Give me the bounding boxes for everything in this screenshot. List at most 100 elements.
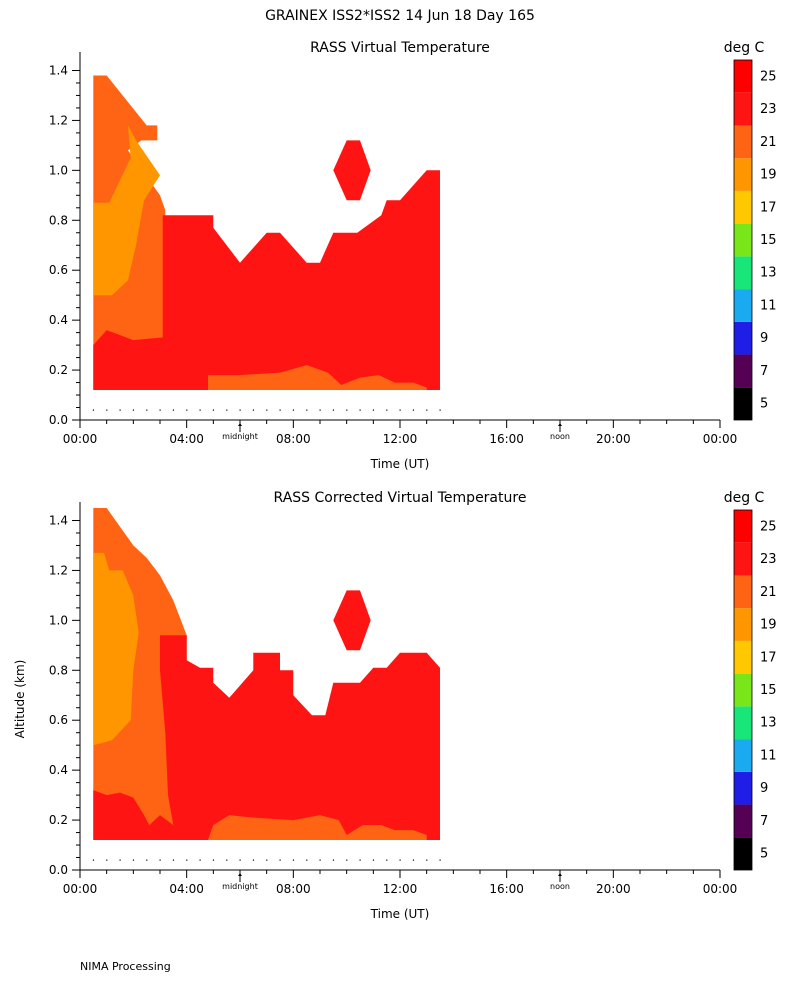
time-marker-noon: noon (550, 882, 570, 891)
x-tick-label: 00:00 (703, 432, 738, 446)
y-tick-label: 0.8 (49, 663, 68, 677)
sample-dot (332, 859, 335, 861)
time-marker-midnight: midnight (222, 882, 258, 891)
time-marker-noon: noon (550, 432, 570, 441)
time-marker-arrow (238, 423, 242, 426)
sample-dot (319, 409, 321, 411)
colorbar-bin (734, 542, 752, 576)
colorbar-unit: deg C (724, 490, 765, 506)
colorbar-bin (734, 673, 752, 707)
sample-dot (146, 409, 148, 411)
time-marker-arrow (558, 423, 562, 426)
sample-dot (292, 859, 295, 861)
footer-text: NIMA Processing (80, 960, 171, 973)
colorbar-bin (734, 387, 752, 420)
x-tick-label: 08:00 (276, 432, 311, 446)
sample-dot (426, 409, 428, 411)
sample-dot (159, 859, 161, 861)
colorbar-label: 13 (760, 716, 777, 731)
time-marker-arrow (558, 873, 562, 876)
sample-dot (92, 859, 95, 861)
sample-dot (386, 859, 388, 861)
sample-dot (159, 409, 161, 411)
sample-dot (386, 409, 388, 411)
sample-dot (346, 859, 348, 861)
sample-dot (106, 409, 108, 411)
x-tick-label: 04:00 (169, 432, 204, 446)
sample-dot (119, 409, 121, 411)
x-axis-label: Time (UT) (370, 907, 430, 921)
sample-dot (399, 859, 401, 861)
sample-dot (412, 409, 415, 411)
sample-dot (279, 409, 281, 411)
sample-dot (146, 859, 148, 861)
colorbar-label: 21 (760, 135, 777, 150)
contour-region-19-21 (93, 125, 160, 296)
colorbar-top: 5 7 9 11 13 15 17 19 21 23 25 deg C (724, 40, 777, 421)
time-marker-midnight: midnight (222, 432, 258, 441)
sample-dot (172, 409, 175, 411)
colorbar-bin (734, 256, 752, 290)
colorbar-bin (734, 190, 752, 224)
sample-dot (239, 859, 241, 861)
colorbar-bottom: 5 7 9 11 13 15 17 19 21 23 25 deg C (724, 490, 777, 871)
contour-region-21-23 (208, 815, 427, 840)
colorbar-frame (733, 509, 753, 871)
chart-title: RASS Corrected Virtual Temperature (274, 490, 527, 506)
sample-dot (439, 859, 441, 861)
sample-dot (266, 409, 268, 411)
y-tick-label: 1.0 (49, 613, 68, 627)
colorbar-label: 9 (760, 781, 768, 796)
colorbar-frame (733, 59, 753, 421)
colorbar-bin (734, 60, 752, 93)
colorbar-label: 11 (760, 748, 777, 763)
colorbar-bin (734, 125, 752, 159)
colorbar-unit: deg C (724, 40, 765, 56)
x-tick-label: 16:00 (489, 432, 524, 446)
colorbar-label: 5 (760, 397, 768, 412)
y-tick-label: 0.6 (49, 263, 68, 277)
figure-title: GRAINEX ISS2*ISS2 14 Jun 18 Day 165 (265, 8, 535, 24)
chart-bottom: 0.0 0.2 0.4 0.6 0.8 1.0 1.2 1.4 00:00 04:00 08:00 1… (13, 490, 777, 921)
sample-dot (266, 859, 268, 861)
colorbar-label: 17 (760, 200, 777, 215)
y-tick-label: 1.0 (49, 163, 68, 177)
colorbar-bin (734, 837, 752, 870)
y-tick-label: 0.2 (49, 363, 68, 377)
sample-dot (239, 409, 241, 411)
x-axis-label: Time (UT) (370, 457, 430, 471)
colorbar-bin (734, 608, 752, 641)
sample-dot (92, 409, 95, 411)
sample-dot (212, 859, 215, 861)
y-tick-label: 0.0 (49, 863, 68, 877)
colorbar-label: 21 (760, 585, 777, 600)
sample-dot (199, 859, 201, 861)
y-tick-label: 0.4 (49, 313, 68, 327)
sample-dot (186, 409, 188, 411)
y-axis-label: Altitude (km) (13, 660, 27, 739)
sample-dot (252, 409, 255, 411)
sample-dot (332, 409, 335, 411)
sample-dot (292, 409, 295, 411)
sample-dot (359, 859, 361, 861)
y-tick-label: 0.0 (49, 413, 68, 427)
contour-region-23-25 (93, 170, 441, 390)
colorbar-label: 9 (760, 331, 768, 346)
colorbar-bin (734, 739, 752, 772)
colorbar-label: 17 (760, 650, 777, 665)
y-tick-label: 0.2 (49, 813, 68, 827)
colorbar-bin (734, 92, 752, 126)
x-tick-label: 00:00 (703, 882, 738, 896)
colorbar-bin (734, 321, 752, 355)
sample-dot (426, 859, 428, 861)
colorbar-label: 25 (760, 519, 777, 534)
x-tick-label: 12:00 (383, 882, 418, 896)
colorbar-label: 19 (760, 618, 777, 633)
colorbar-bin (734, 510, 752, 543)
x-tick-label: 08:00 (276, 882, 311, 896)
sample-dot (199, 409, 201, 411)
x-tick-label: 04:00 (169, 882, 204, 896)
sample-dot (279, 859, 281, 861)
colorbar-label: 11 (760, 298, 777, 313)
